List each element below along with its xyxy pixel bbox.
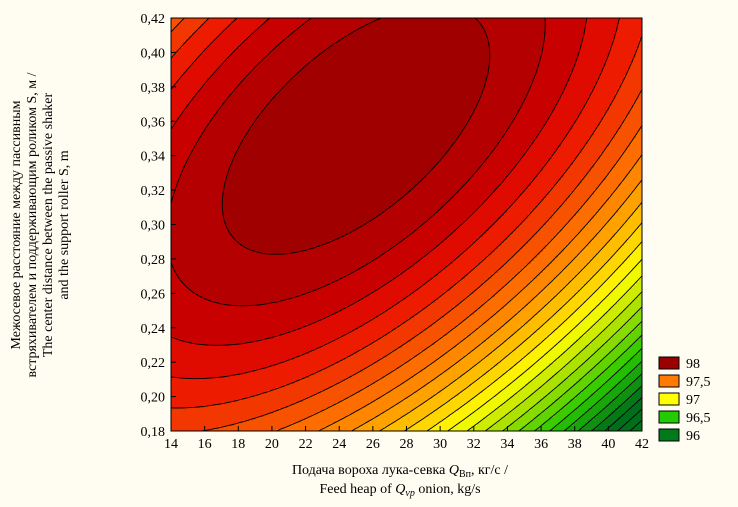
- plot-area: [171, 18, 642, 431]
